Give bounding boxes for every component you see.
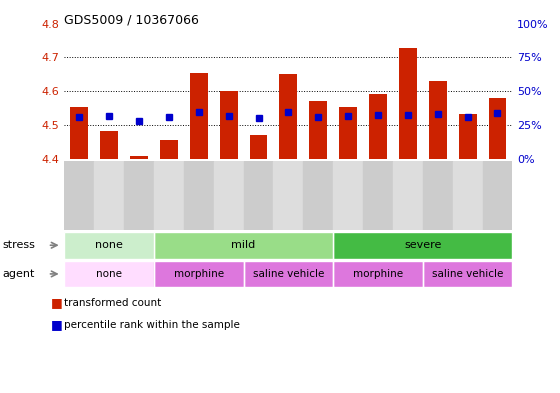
Text: morphine: morphine bbox=[353, 269, 403, 279]
Bar bbox=[64, 161, 94, 230]
Text: ■: ■ bbox=[50, 296, 62, 310]
Bar bbox=[452, 161, 483, 230]
Text: stress: stress bbox=[3, 240, 36, 250]
Text: transformed count: transformed count bbox=[64, 298, 162, 308]
Bar bbox=[273, 161, 304, 230]
Bar bbox=[154, 261, 244, 287]
Bar bbox=[124, 161, 154, 230]
Bar bbox=[399, 48, 417, 159]
Text: GDS5009 / 10367066: GDS5009 / 10367066 bbox=[64, 14, 199, 27]
Bar bbox=[64, 232, 154, 259]
Bar bbox=[214, 161, 244, 230]
Bar bbox=[423, 161, 452, 230]
Bar bbox=[429, 81, 447, 159]
Bar bbox=[339, 107, 357, 159]
Bar bbox=[160, 140, 178, 159]
Bar bbox=[333, 161, 363, 230]
Bar bbox=[333, 232, 512, 259]
Text: none: none bbox=[95, 240, 123, 250]
Bar bbox=[304, 161, 333, 230]
Bar bbox=[154, 261, 244, 287]
Bar bbox=[71, 107, 88, 159]
Bar bbox=[154, 161, 184, 230]
Bar bbox=[100, 131, 118, 159]
Text: mild: mild bbox=[231, 240, 256, 250]
Bar bbox=[154, 232, 333, 259]
Bar bbox=[369, 94, 387, 159]
Text: ■: ■ bbox=[50, 318, 62, 331]
Text: agent: agent bbox=[3, 269, 35, 279]
Bar bbox=[190, 73, 208, 159]
Bar bbox=[488, 98, 506, 159]
Bar bbox=[459, 114, 477, 159]
Text: saline vehicle: saline vehicle bbox=[253, 269, 324, 279]
Bar bbox=[393, 161, 423, 230]
Text: percentile rank within the sample: percentile rank within the sample bbox=[64, 320, 240, 330]
Bar bbox=[130, 156, 148, 159]
Bar bbox=[333, 261, 423, 287]
Bar bbox=[64, 261, 154, 287]
Bar bbox=[220, 92, 237, 159]
Bar bbox=[363, 161, 393, 230]
Bar bbox=[333, 261, 423, 287]
Bar bbox=[423, 261, 512, 287]
Bar bbox=[244, 161, 273, 230]
Bar bbox=[244, 261, 333, 287]
Bar bbox=[244, 261, 333, 287]
Bar bbox=[64, 261, 154, 287]
Bar bbox=[64, 232, 154, 259]
Bar bbox=[94, 161, 124, 230]
Text: severe: severe bbox=[404, 240, 441, 250]
Text: saline vehicle: saline vehicle bbox=[432, 269, 503, 279]
Bar bbox=[279, 74, 297, 159]
Bar bbox=[423, 261, 512, 287]
Bar bbox=[184, 161, 214, 230]
Bar bbox=[154, 232, 333, 259]
Bar bbox=[250, 135, 268, 159]
Bar bbox=[309, 101, 327, 159]
Bar bbox=[483, 161, 512, 230]
Text: none: none bbox=[96, 269, 122, 279]
Bar bbox=[333, 232, 512, 259]
Text: morphine: morphine bbox=[174, 269, 224, 279]
